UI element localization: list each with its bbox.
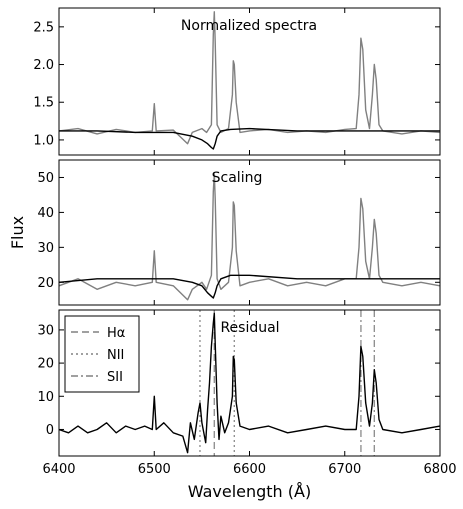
x-tick-label: 6600 xyxy=(233,462,266,477)
y-axis-label: Flux xyxy=(8,216,27,249)
panel-1: 1.0 1.5 2.0 2.5 Normalized spectra xyxy=(33,7,441,156)
x-tick-label: 6400 xyxy=(42,462,75,477)
panel-3: 0 10 20 30 6400 6500 6600 6700 6800 Residual Wavel… xyxy=(37,309,457,501)
y-tick-label: 0 xyxy=(46,423,54,438)
y-tick-label: 30 xyxy=(37,241,54,256)
y-tick-label: 1.0 xyxy=(33,133,54,148)
legend-label: NII xyxy=(107,348,124,363)
x-tick-label: 6800 xyxy=(423,462,456,477)
series-line-2 xyxy=(59,127,440,150)
y-tick-label: 1.5 xyxy=(33,96,54,111)
series-line-1 xyxy=(59,173,440,301)
y-tick-label: 40 xyxy=(37,206,54,221)
x-tick-label: 6700 xyxy=(328,462,361,477)
y-tick-label: 20 xyxy=(37,276,54,291)
panel-title: Normalized spectra xyxy=(181,18,317,34)
panel-title: Scaling xyxy=(212,170,263,186)
y-tick-label: 10 xyxy=(37,390,54,405)
series-line-2 xyxy=(59,274,440,299)
legend-label: SII xyxy=(107,370,123,385)
y-tick-label: 2.0 xyxy=(33,58,54,73)
series-line-1 xyxy=(59,312,440,454)
panel-2: 20 30 40 50 Scaling Flux xyxy=(8,159,441,306)
y-tick-label: 50 xyxy=(37,171,54,186)
panel-title: Residual xyxy=(220,320,279,336)
y-tick-label: 2.5 xyxy=(33,20,54,35)
series-line-1 xyxy=(59,11,440,145)
x-axis-label: Wavelength (Å) xyxy=(188,482,311,501)
y-tick-label: 30 xyxy=(37,323,54,338)
x-tick-label: 6500 xyxy=(138,462,171,477)
legend: Hα NII SII xyxy=(64,315,140,393)
y-tick-label: 20 xyxy=(37,357,54,372)
legend-label: Hα xyxy=(107,326,125,341)
